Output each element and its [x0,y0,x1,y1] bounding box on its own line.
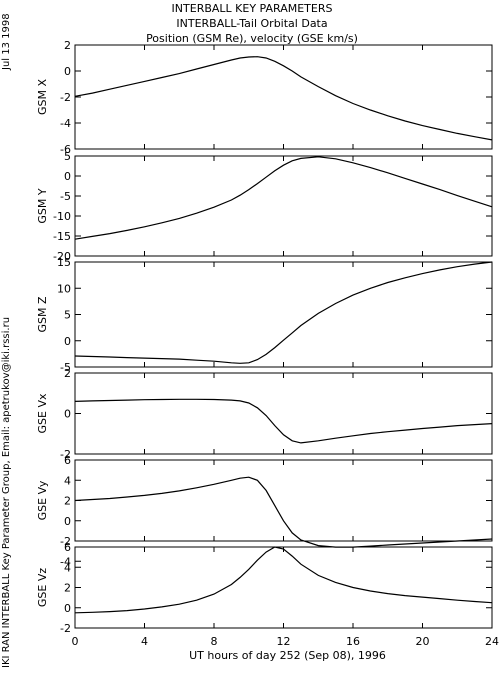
y-tick-label: 5 [64,309,71,322]
x-tick-label: 8 [211,635,218,648]
y-tick-label: 0 [64,65,71,78]
axis-label-y: GSE Vy [36,480,49,520]
series-line [74,261,493,364]
series-line [74,476,493,548]
y-tick-label: -5 [60,361,71,374]
axis-label-y: GSM Y [36,188,49,223]
axis-label-x: UT hours of day 252 (Sep 08), 1996 [189,649,386,662]
y-tick-label: -15 [53,230,71,243]
y-tick-label: -4 [60,117,71,130]
x-tick-label: 16 [346,635,360,648]
y-tick-label: 4 [64,561,71,574]
series-line [74,156,493,240]
title-line-2: INTERBALL-Tail Orbital Data [176,17,328,30]
axis-label-y: GSE Vx [36,393,49,433]
y-tick-label: 6 [64,454,71,467]
y-tick-label: 0 [64,408,71,421]
y-tick-label: 5 [64,150,71,163]
x-tick-label: 20 [416,635,430,648]
y-tick-label: 0 [64,515,71,528]
title-line-1: INTERBALL KEY PARAMETERS [171,2,333,15]
y-tick-label: 15 [57,256,71,269]
y-tick-label: -4 [60,555,71,568]
y-tick-label: -6 [60,143,71,156]
y-tick-label: -2 [60,91,71,104]
y-tick-label: -2 [60,535,71,548]
y-tick-label: -10 [53,210,71,223]
y-tick-label: 10 [57,282,71,295]
panel-frame [74,372,493,455]
y-tick-label: 0 [64,602,71,615]
y-tick-label: -20 [53,250,71,263]
y-tick-label: -5 [60,190,71,203]
y-tick-label: 4 [64,474,71,487]
panel-frame [74,459,493,542]
x-tick-label: 4 [141,635,148,648]
y-tick-label: 0 [64,170,71,183]
x-tick-label: 24 [485,635,499,648]
series-line [74,546,493,614]
y-tick-label: -2 [60,622,71,635]
title-line-3: Position (GSM Re), velocity (GSE km/s) [146,32,358,45]
y-tick-label: 2 [64,582,71,595]
series-line [74,398,493,444]
axis-label-y: GSM Z [36,296,49,332]
x-tick-label: 12 [277,635,291,648]
panel-frame [74,546,493,629]
y-tick-label: 2 [64,495,71,508]
panel-frame [74,261,493,368]
axis-label-y: GSM X [36,79,49,115]
axis-label-y: GSE Vz [36,568,49,607]
y-tick-label: 0 [64,335,71,348]
panel-frame [74,155,493,257]
series-line [74,56,493,141]
y-tick-label: 2 [64,367,71,380]
x-tick-label: 0 [72,635,79,648]
y-tick-label: 2 [64,39,71,52]
y-tick-label: -2 [60,448,71,461]
panel-frame [74,44,493,150]
y-tick-label: 6 [64,541,71,554]
